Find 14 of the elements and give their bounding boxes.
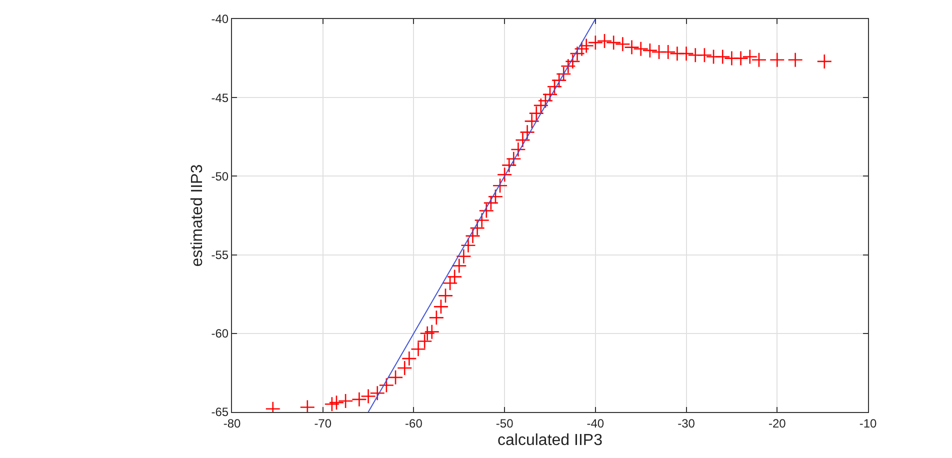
y-axis-title: estimated IIP3 xyxy=(189,164,206,267)
y-tick-label: -55 xyxy=(211,248,229,262)
y-tick-label: -40 xyxy=(211,12,229,26)
x-tick-label: -50 xyxy=(496,416,514,430)
y-tick-label: -60 xyxy=(211,326,229,341)
x-tick-label: -10 xyxy=(859,416,877,430)
y-tick-label: -45 xyxy=(211,90,229,105)
x-tick-label: -30 xyxy=(678,416,696,430)
x-tick-label: -60 xyxy=(405,416,423,430)
x-tick-label: -70 xyxy=(314,416,332,430)
y-tick-label: -50 xyxy=(211,169,229,184)
x-tick-label: -40 xyxy=(586,416,604,430)
x-axis-title: calculated IIP3 xyxy=(498,432,603,450)
x-tick-label: -20 xyxy=(768,416,786,430)
